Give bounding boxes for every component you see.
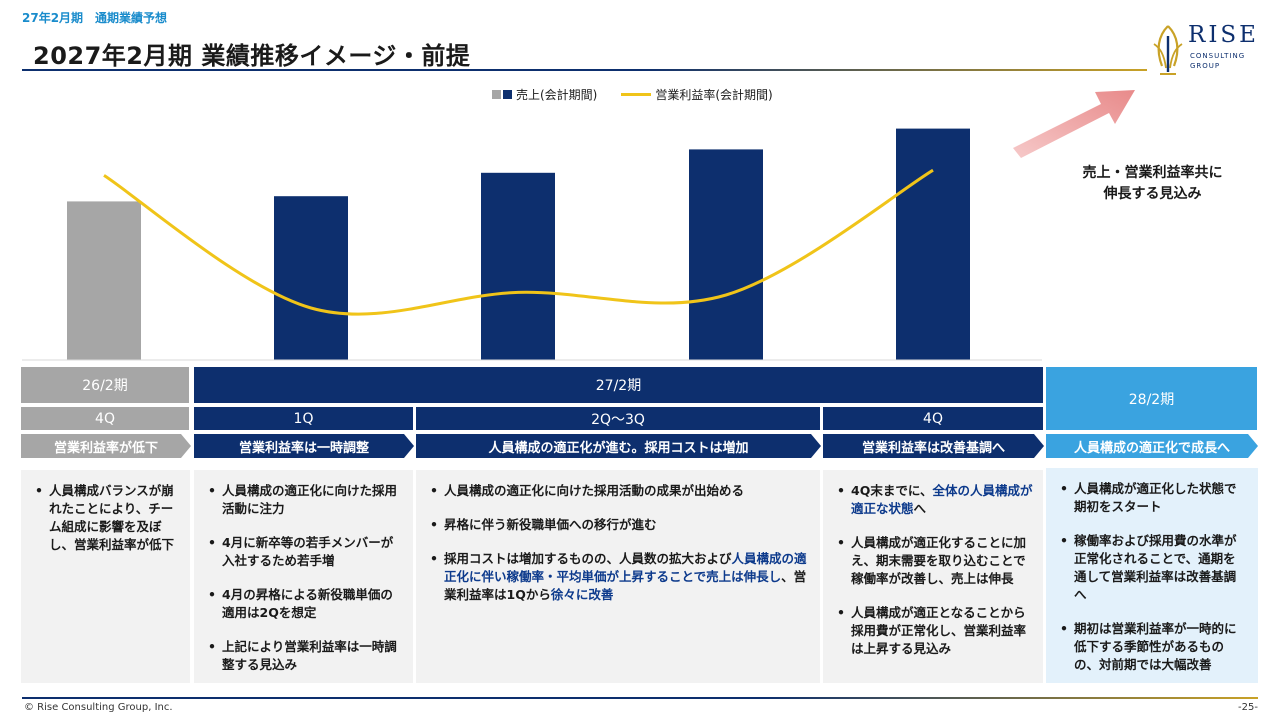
company-logo: RISE CONSULTING GROUP: [1148, 22, 1258, 82]
panel5-bullet-2: 稼働率および採用費の水準が正常化されることで、通期を通して営業利益率は改善基調へ: [1056, 532, 1248, 604]
detail-panel-28: 人員構成が適正化した状態で期初をスタート 稼働率および採用費の水準が正常化される…: [1046, 468, 1258, 683]
title-divider: [22, 69, 1147, 71]
logo-subline-2: GROUP: [1190, 62, 1221, 70]
copyright-text: © Rise Consulting Group, Inc.: [24, 702, 173, 713]
phase-chevron-3: 人員構成の適正化が進む。採用コストは増加: [416, 434, 821, 458]
panel2-bullet-3: 4月の昇格による新役職単価の適用は2Qを想定: [204, 586, 403, 622]
logo-subline-1: CONSULTING: [1190, 52, 1246, 60]
legend-swatch-line: [621, 93, 652, 96]
panel1-bullet-1: 人員構成バランスが崩れたことにより、チーム組成に影響を及ぼし、営業利益率が低下: [31, 482, 180, 554]
sales-bar-1: [67, 201, 141, 360]
operating-margin-line: [103, 168, 934, 316]
panel5-bullet-1: 人員構成が適正化した状態で期初をスタート: [1056, 480, 1248, 516]
chart-legend: 売上(会計期間) 営業利益率(会計期間): [492, 86, 797, 103]
panel4-bullet-1-c: へ: [913, 501, 927, 516]
legend-swatch-grey: [492, 90, 501, 99]
panel3-bullet-3-d: 徐々に改善: [550, 587, 614, 602]
phase-chevron-5: 人員構成の適正化で成長へ: [1046, 434, 1258, 458]
panel2-bullet-1: 人員構成の適正化に向けた採用活動に注力: [204, 482, 403, 518]
detail-panel-27-1q: 人員構成の適正化に向けた採用活動に注力 4月に新卒等の若手メンバーが入社するため…: [194, 470, 413, 683]
section-subtitle: 27年2月期 通期業績予想: [22, 11, 168, 25]
quarter-header-1q: 1Q: [194, 407, 413, 430]
page-number: -25-: [1238, 702, 1258, 713]
growth-callout: 売上・営業利益率共に 伸長する見込み: [1060, 163, 1245, 205]
sales-bar-2: [274, 196, 348, 360]
legend-item-sales: 売上(会計期間): [492, 86, 597, 103]
panel4-bullet-2: 人員構成が適正化することに加え、期末需要を取り込むことで稼働率が改善し、売上は伸…: [833, 534, 1033, 588]
panel2-bullet-4: 上記により営業利益率は一時調整する見込み: [204, 638, 403, 674]
sales-bar-3: [481, 172, 555, 360]
quarter-header-2q-3q: 2Q～3Q: [416, 407, 820, 430]
growth-arrow-icon: [1013, 90, 1135, 158]
quarter-header-4q-prev: 4Q: [21, 407, 189, 430]
panel3-bullet-3-a: 採用コストは増加するものの、人員数の拡大および: [444, 551, 732, 566]
phase-chevron-2: 営業利益率は一時調整: [194, 434, 414, 458]
panel3-bullet-3-b: 人員構成の適正化に伴い稼働率・平均単価が上昇することで売上は伸長し: [444, 551, 807, 584]
panel4-bullet-3: 人員構成が適正となることから採用費が正常化し、営業利益率は上昇する見込み: [833, 604, 1033, 658]
phase-chevron-1: 営業利益率が低下: [21, 434, 191, 458]
legend-label-margin: 営業利益率(会計期間): [655, 88, 773, 102]
legend-item-margin: 営業利益率(会計期間): [621, 86, 773, 103]
legend-swatch-navy: [503, 90, 512, 99]
callout-line-1: 売上・営業利益率共に: [1082, 165, 1223, 181]
page-title: 2027年2月期 業績推移イメージ・前提: [33, 42, 471, 70]
panel4-bullet-1: 4Q末までに、全体の人員構成が適正な状態へ: [833, 482, 1033, 518]
sales-bar-5: [896, 128, 970, 360]
detail-panel-27-2q3q: 人員構成の適正化に向けた採用活動の成果が出始める 昇格に伴う新役職単価への移行が…: [416, 470, 820, 683]
panel4-bullet-1-b: 全体の人員構成が適正な状態: [851, 483, 1033, 516]
panel3-bullet-3-c: 、営業利益率は1Qから: [444, 569, 807, 602]
phase-chevron-4: 営業利益率は改善基調へ: [823, 434, 1044, 458]
detail-panel-27-4q: 4Q末までに、全体の人員構成が適正な状態へ 人員構成が適正化することに加え、期末…: [823, 470, 1043, 683]
panel2-bullet-2: 4月に新卒等の若手メンバーが入社するため若手増: [204, 534, 403, 570]
sales-margin-chart: [22, 128, 1042, 361]
quarter-header-4q: 4Q: [823, 407, 1043, 430]
rise-emblem-icon: [1153, 25, 1183, 75]
callout-line-2: 伸長する見込み: [1103, 186, 1202, 202]
panel3-bullet-1: 人員構成の適正化に向けた採用活動の成果が出始める: [426, 482, 810, 500]
period-header-26: 26/2期: [21, 367, 189, 403]
detail-panel-26-4q: 人員構成バランスが崩れたことにより、チーム組成に影響を及ぼし、営業利益率が低下: [21, 470, 190, 683]
logo-wordmark: RISE: [1188, 22, 1259, 48]
period-header-28: 28/2期: [1046, 367, 1257, 430]
panel3-bullet-3: 採用コストは増加するものの、人員数の拡大および人員構成の適正化に伴い稼働率・平均…: [426, 550, 810, 604]
period-header-27: 27/2期: [194, 367, 1043, 403]
panel4-bullet-1-a: 4Q末までに、: [851, 483, 933, 498]
legend-label-sales: 売上(会計期間): [516, 88, 598, 102]
footer-divider: [22, 697, 1258, 699]
panel3-bullet-2: 昇格に伴う新役職単価への移行が進む: [426, 516, 810, 534]
sales-bar-4: [689, 149, 763, 360]
panel5-bullet-3: 期初は営業利益率が一時的に低下する季節性があるものの、対前期では大幅改善: [1056, 620, 1248, 674]
